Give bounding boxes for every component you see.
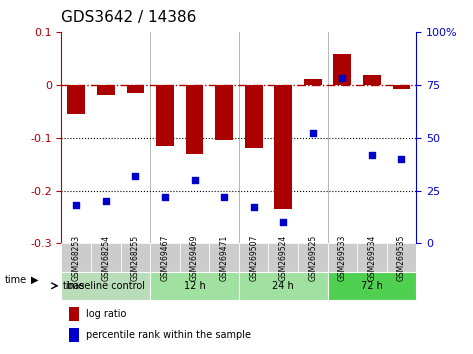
- Text: baseline control: baseline control: [67, 281, 145, 291]
- Point: [309, 131, 316, 136]
- Point: [191, 177, 198, 183]
- FancyBboxPatch shape: [298, 244, 327, 272]
- Bar: [67, 85, 85, 114]
- Point: [368, 152, 376, 158]
- FancyBboxPatch shape: [327, 244, 357, 272]
- FancyBboxPatch shape: [61, 272, 150, 300]
- Text: GSM269469: GSM269469: [190, 234, 199, 281]
- Text: GSM269534: GSM269534: [368, 234, 377, 281]
- Text: time: time: [5, 275, 27, 285]
- Text: log ratio: log ratio: [87, 309, 127, 319]
- Text: 72 h: 72 h: [361, 281, 383, 291]
- Point: [250, 205, 257, 210]
- Text: GDS3642 / 14386: GDS3642 / 14386: [61, 10, 197, 25]
- Text: GSM269524: GSM269524: [279, 234, 288, 281]
- FancyBboxPatch shape: [209, 244, 239, 272]
- Bar: [185, 85, 203, 154]
- FancyBboxPatch shape: [327, 272, 416, 300]
- Text: GSM268254: GSM268254: [101, 234, 110, 281]
- Bar: [97, 85, 114, 95]
- FancyBboxPatch shape: [268, 244, 298, 272]
- Bar: [333, 54, 351, 85]
- FancyBboxPatch shape: [180, 244, 209, 272]
- Bar: [363, 75, 381, 85]
- Bar: [156, 85, 174, 145]
- Text: 12 h: 12 h: [184, 281, 205, 291]
- FancyBboxPatch shape: [357, 244, 387, 272]
- Point: [339, 76, 346, 81]
- Point: [161, 194, 169, 200]
- Text: ▶: ▶: [31, 275, 38, 285]
- Text: 24 h: 24 h: [272, 281, 294, 291]
- Text: GSM268253: GSM268253: [72, 234, 81, 281]
- Text: GSM269471: GSM269471: [219, 234, 228, 281]
- Text: GSM269507: GSM269507: [249, 234, 258, 281]
- Bar: [393, 85, 410, 89]
- Text: GSM269525: GSM269525: [308, 234, 317, 281]
- Bar: [69, 328, 79, 342]
- Text: GSM269467: GSM269467: [160, 234, 169, 281]
- Point: [72, 202, 80, 208]
- FancyBboxPatch shape: [239, 272, 327, 300]
- Text: GSM269535: GSM269535: [397, 234, 406, 281]
- FancyBboxPatch shape: [150, 244, 180, 272]
- Bar: [245, 85, 263, 148]
- Text: time: time: [63, 281, 85, 291]
- Point: [102, 198, 110, 204]
- Bar: [215, 85, 233, 140]
- Bar: [69, 307, 79, 321]
- Point: [131, 173, 139, 178]
- Point: [280, 219, 287, 225]
- FancyBboxPatch shape: [239, 244, 268, 272]
- FancyBboxPatch shape: [387, 244, 416, 272]
- Bar: [126, 85, 144, 93]
- Bar: [274, 85, 292, 209]
- FancyBboxPatch shape: [61, 244, 91, 272]
- Bar: [304, 79, 322, 85]
- Point: [398, 156, 405, 162]
- FancyBboxPatch shape: [121, 244, 150, 272]
- Text: GSM268255: GSM268255: [131, 234, 140, 281]
- Point: [220, 194, 228, 200]
- FancyBboxPatch shape: [91, 244, 121, 272]
- Text: percentile rank within the sample: percentile rank within the sample: [87, 330, 251, 340]
- Text: GSM269533: GSM269533: [338, 234, 347, 281]
- FancyBboxPatch shape: [150, 272, 239, 300]
